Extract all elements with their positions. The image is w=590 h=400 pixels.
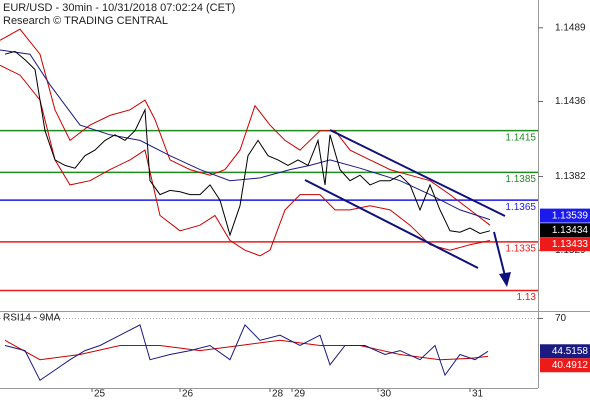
price-box [540,344,590,359]
x-tick-label: 28 [272,389,284,400]
panel-title: RSI14 - 9MA [3,313,61,324]
x-tick-label: 26 [182,389,194,400]
price-box-label: 1.13434 [552,225,589,236]
price-box-label: 44.5158 [552,346,589,357]
price-box [540,237,590,252]
x-tick-label: 30 [380,389,392,400]
price-box-label: 40.4912 [552,360,589,371]
chart-title: EUR/USD - 30min - 10/31/2018 07:02:24 (C… [3,2,235,14]
channel-line [329,129,506,217]
series-line [4,324,489,382]
level-label: 1.13 [517,292,537,303]
series-line [0,64,491,257]
level-label: 1.1365 [505,202,536,213]
price-box [540,358,590,373]
chart-subtitle: Research © TRADING CENTRAL [3,15,168,27]
level-label: 1.1335 [505,244,536,255]
price-box [540,208,590,223]
price-box-label: 1.13433 [552,239,589,250]
series-line [4,50,491,237]
level-label: 1.1415 [505,132,536,143]
series-line [0,28,491,226]
price-box [540,223,590,238]
series-line [4,339,489,361]
series-line [0,49,491,221]
y-tick-label: 70 [555,313,567,324]
y-tick-label: 1.1489 [555,22,586,33]
channel-line [304,179,479,269]
x-tick-label: 25 [94,389,106,400]
level-label: 1.1385 [505,174,536,185]
forecast-arrow [493,231,506,277]
y-tick-label: 1.1382 [555,171,586,182]
x-tick-label: 29 [294,389,306,400]
y-tick-label: 1.1436 [555,96,586,107]
arrow-head [499,272,511,287]
price-box-label: 1.13539 [552,210,589,221]
x-tick-label: 31 [472,389,484,400]
